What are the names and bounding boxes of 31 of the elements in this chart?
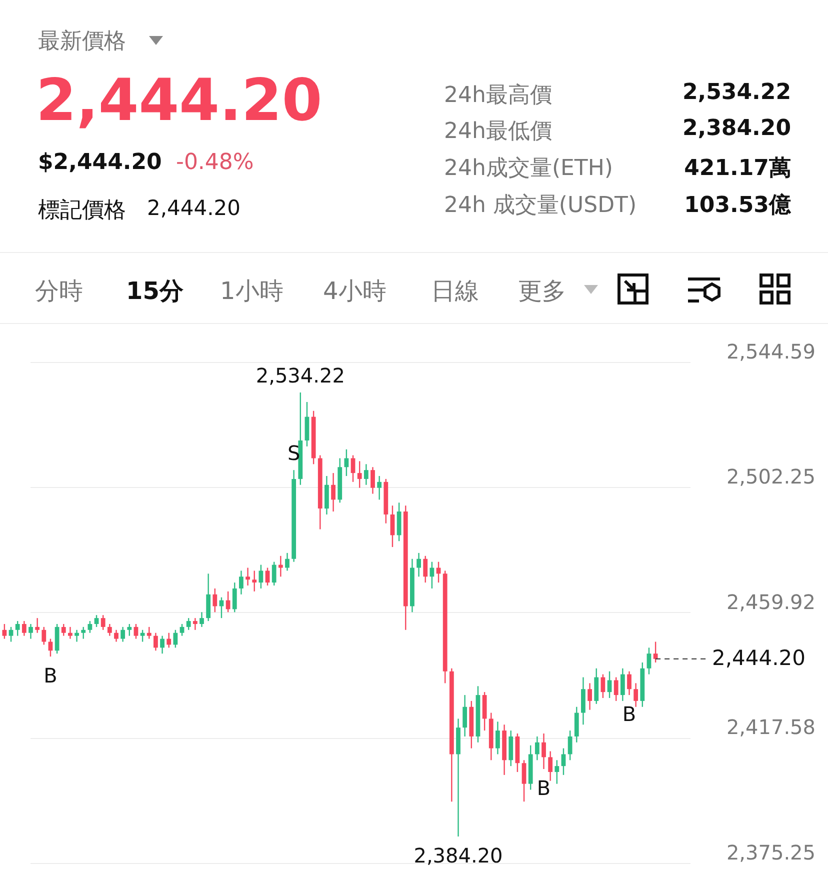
annotation: 2,384.20 (414, 844, 503, 868)
y-tick-label: 2,375.25 (726, 840, 816, 864)
annotation: B (622, 702, 636, 726)
text: 標記價格 (38, 197, 126, 225)
text: 421.17萬 (684, 155, 791, 183)
text: -0.48% (176, 150, 254, 175)
text: 日線 (431, 276, 479, 307)
text: 2,444.20 (147, 196, 241, 220)
text: 更多 (518, 276, 566, 307)
chart-title: 最新價格 (38, 28, 126, 56)
annotation: B (44, 664, 58, 688)
y-tick-label: 2,502.25 (726, 464, 816, 489)
text: 1小時 (220, 276, 284, 307)
text: 24h最高價 (444, 82, 552, 110)
text: 2,384.20 (682, 116, 791, 141)
text: 4小時 (323, 276, 386, 307)
text: 24h最低價 (444, 118, 552, 146)
annotation: B (536, 776, 551, 800)
text: 2,534.22 (682, 80, 791, 105)
text: 2,444.20 (36, 66, 322, 134)
text: 103.53億 (684, 192, 791, 220)
y-tick-label: 2,459.92 (726, 590, 816, 614)
text: 24h成交量(ETH) (444, 155, 613, 183)
annotation: 2,534.22 (256, 363, 345, 388)
text: $2,444.20 (38, 150, 162, 175)
y-tick-label: 2,417.58 (726, 715, 816, 740)
text: 15分 (126, 276, 184, 307)
text: 分時 (35, 276, 83, 307)
text: 24h 成交量(USDT) (444, 192, 637, 220)
y-tick-label: 2,544.59 (726, 339, 816, 364)
ref-line-label: 2,444.20 (712, 646, 806, 670)
